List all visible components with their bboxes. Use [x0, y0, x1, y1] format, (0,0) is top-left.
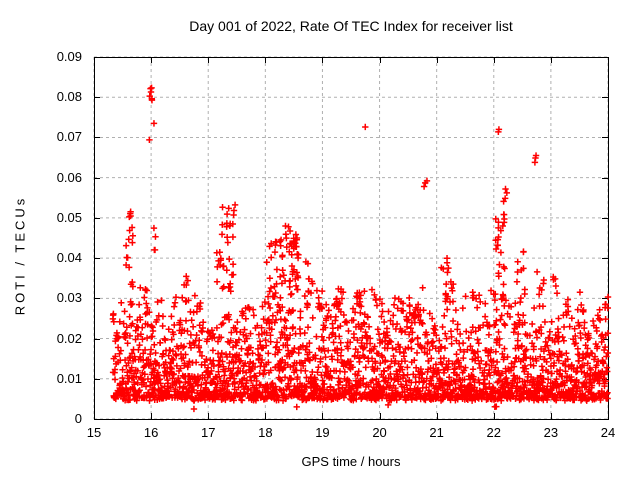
y-tick-label: 0.01	[56, 370, 82, 386]
y-tick-label: 0.06	[56, 169, 82, 185]
y-tick-label: 0.07	[56, 129, 82, 145]
x-tick-label: 17	[200, 425, 216, 440]
y-tick-label: 0.03	[56, 290, 82, 306]
x-tick-label: 24	[600, 425, 616, 440]
x-tick-label: 16	[143, 425, 159, 440]
x-tick-label: 19	[315, 425, 330, 440]
x-tick-label: 23	[543, 425, 559, 440]
y-axis-title: ROTI / TECUs	[12, 195, 28, 316]
y-tick-label: 0.08	[56, 89, 82, 105]
y-tick-label: 0.02	[56, 330, 82, 346]
chart-title: Day 001 of 2022, Rate Of TEC Index for r…	[189, 18, 513, 34]
y-tick-label: 0.04	[56, 250, 82, 266]
x-tick-label: 15	[86, 425, 102, 440]
x-tick-label: 20	[372, 425, 387, 440]
x-tick-label: 18	[258, 425, 273, 440]
x-axis-title: GPS time / hours	[301, 454, 401, 469]
x-tick-label: 21	[429, 425, 444, 440]
y-tick-label: 0.09	[56, 49, 82, 64]
y-tick-label: 0	[74, 411, 82, 426]
x-tick-label: 22	[486, 425, 501, 440]
y-tick-label: 0.05	[56, 209, 82, 225]
